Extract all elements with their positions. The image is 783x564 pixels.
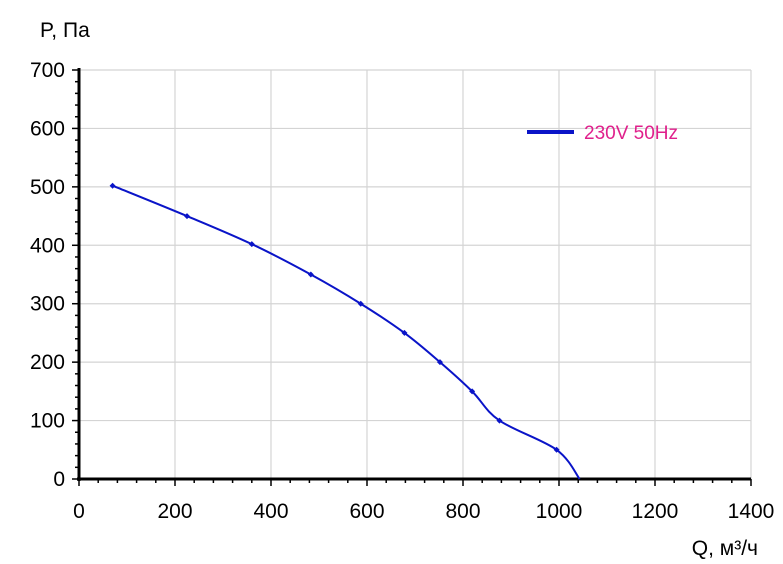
x-tick-label: 1400 — [728, 500, 775, 523]
data-point-8 — [496, 417, 503, 424]
y-tick-label: 200 — [30, 351, 65, 374]
legend-label: 230V 50Hz — [584, 123, 678, 144]
data-point-7 — [469, 388, 476, 395]
y-tick-label: 600 — [30, 117, 65, 140]
x-tick-label: 600 — [349, 500, 384, 523]
data-point-0 — [109, 182, 116, 189]
data-point-9 — [553, 446, 560, 453]
y-tick-label: 0 — [53, 468, 65, 491]
x-tick-label: 1200 — [632, 500, 679, 523]
x-tick-labels: 0 200 400 600 800 1000 1200 1400 — [73, 500, 774, 523]
grid — [79, 69, 752, 479]
x-tick-label: 1000 — [536, 500, 583, 523]
series-line-230v-50hz — [112, 184, 581, 480]
data-point-4 — [357, 300, 364, 307]
x-tick-label: 800 — [445, 500, 480, 523]
y-tick-label: 500 — [30, 176, 65, 199]
x-tick-label: 400 — [253, 500, 288, 523]
data-point-3 — [307, 271, 314, 278]
x-axis-label: Q, м³/ч — [692, 537, 758, 560]
data-point-6 — [436, 359, 443, 366]
data-point-2 — [248, 241, 255, 248]
y-tick-label: 400 — [30, 234, 65, 257]
y-tick-label: 300 — [30, 293, 65, 316]
y-tick-label: 700 — [30, 59, 65, 82]
y-tick-labels: 0 100 200 300 400 500 600 700 — [30, 59, 65, 491]
axes — [72, 68, 752, 486]
x-tick-label: 200 — [157, 500, 192, 523]
x-tick-label: 0 — [73, 500, 85, 523]
data-point-1 — [184, 213, 190, 220]
data-point-5 — [401, 329, 408, 336]
legend: 230V 50Hz — [527, 123, 678, 144]
y-tick-label: 100 — [30, 410, 65, 433]
data-points — [109, 182, 560, 453]
y-axis-label: P, Па — [40, 19, 90, 42]
